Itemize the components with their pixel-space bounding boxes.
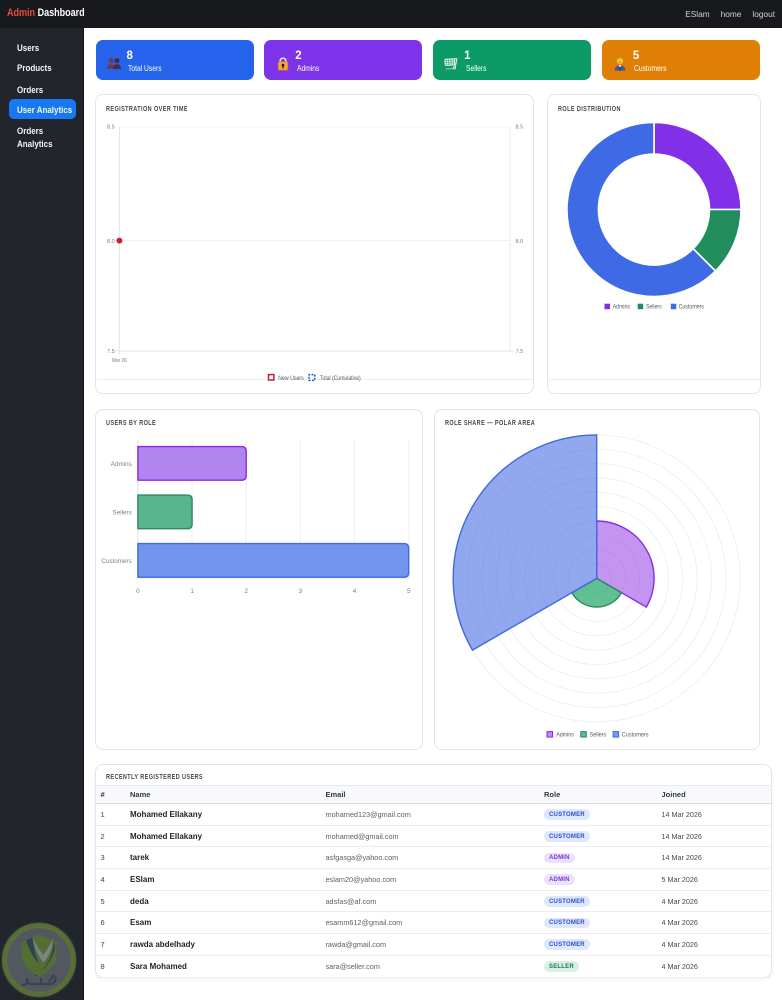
svg-text:Admins: Admins: [613, 305, 630, 311]
svg-text:Sellers: Sellers: [113, 510, 132, 517]
svg-text:Sellers: Sellers: [590, 733, 607, 739]
svg-text:Admins: Admins: [111, 461, 132, 468]
svg-text:Sellers: Sellers: [646, 305, 662, 311]
svg-text:8.0: 8.0: [516, 239, 524, 245]
svg-text:Total (Cumulative): Total (Cumulative): [320, 376, 361, 382]
svg-text:Admins: Admins: [556, 733, 574, 739]
svg-text:1: 1: [190, 588, 194, 595]
svg-text:8.5: 8.5: [107, 125, 115, 131]
svg-text:0: 0: [136, 588, 140, 595]
svg-text:4: 4: [353, 588, 357, 595]
svg-text:8.0: 8.0: [107, 239, 115, 245]
svg-text:2: 2: [244, 588, 248, 595]
svg-text:8.5: 8.5: [516, 125, 524, 131]
svg-text:7.5: 7.5: [107, 349, 115, 355]
svg-text:Customers: Customers: [101, 558, 131, 565]
svg-text:Customers: Customers: [622, 733, 649, 739]
svg-text:5: 5: [407, 588, 411, 595]
svg-text:3: 3: [299, 588, 303, 595]
svg-text:7.5: 7.5: [516, 349, 524, 355]
svg-text:Customers: Customers: [679, 305, 704, 311]
svg-text:New Users: New Users: [278, 376, 304, 382]
svg-text:Mar 26: Mar 26: [112, 358, 127, 364]
